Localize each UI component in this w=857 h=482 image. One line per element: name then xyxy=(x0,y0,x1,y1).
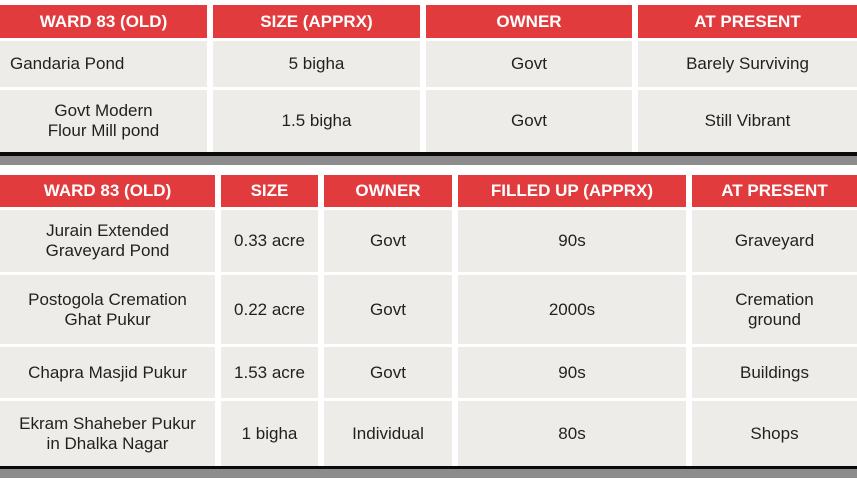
table-row: Govt Modern Flour Mill pond 1.5 bigha Go… xyxy=(0,90,857,152)
cell-pond-name: Gandaria Pond xyxy=(0,41,207,87)
cell-status: Shops xyxy=(692,401,857,466)
column-header-owner: OWNER xyxy=(324,175,452,207)
cell-status: Cremation ground xyxy=(692,275,857,344)
cell-filled-up: 2000s xyxy=(458,275,686,344)
table-row: Chapra Masjid Pukur 1.53 acre Govt 90s B… xyxy=(0,347,857,398)
table-row: Gandaria Pond 5 bigha Govt Barely Surviv… xyxy=(0,41,857,87)
cell-filled-up: 90s xyxy=(458,210,686,272)
cell-filled-up: 90s xyxy=(458,347,686,398)
divider-gray-bar xyxy=(0,469,857,478)
column-header-size: SIZE (APPRX) xyxy=(213,5,420,38)
column-header-size: SIZE xyxy=(221,175,318,207)
cell-status: Graveyard xyxy=(692,210,857,272)
column-header-ward: WARD 83 (OLD) xyxy=(0,5,207,38)
cell-pond-name: Govt Modern Flour Mill pond xyxy=(0,90,207,152)
table-row: Postogola Cremation Ghat Pukur 0.22 acre… xyxy=(0,275,857,344)
cell-status: Barely Surviving xyxy=(638,41,857,87)
cell-size: 1.53 acre xyxy=(221,347,318,398)
table-row: Ekram Shaheber Pukur in Dhalka Nagar 1 b… xyxy=(0,401,857,466)
cell-pond-name: Postogola Cremation Ghat Pukur xyxy=(0,275,215,344)
divider-gray-bar xyxy=(0,156,857,165)
cell-size: 0.33 acre xyxy=(221,210,318,272)
table-header-row: WARD 83 (OLD) SIZE (APPRX) OWNER AT PRES… xyxy=(0,5,857,38)
cell-owner: Govt xyxy=(426,41,632,87)
column-header-at-present: AT PRESENT xyxy=(692,175,857,207)
cell-owner: Govt xyxy=(426,90,632,152)
cell-owner: Govt xyxy=(324,275,452,344)
cell-size: 5 bigha xyxy=(213,41,420,87)
filled-ponds-section: WARD 83 (OLD) SIZE OWNER FILLED UP (APPR… xyxy=(0,175,857,466)
cell-pond-name: Jurain Extended Graveyard Pond xyxy=(0,210,215,272)
filled-ponds-table: WARD 83 (OLD) SIZE OWNER FILLED UP (APPR… xyxy=(0,175,857,466)
cell-size: 1 bigha xyxy=(221,401,318,466)
column-header-owner: OWNER xyxy=(426,5,632,38)
cell-pond-name: Ekram Shaheber Pukur in Dhalka Nagar xyxy=(0,401,215,466)
table-row: Jurain Extended Graveyard Pond 0.33 acre… xyxy=(0,210,857,272)
column-header-ward: WARD 83 (OLD) xyxy=(0,175,215,207)
surviving-ponds-section: WARD 83 (OLD) SIZE (APPRX) OWNER AT PRES… xyxy=(0,5,857,152)
divider-black-line xyxy=(0,152,857,156)
cell-filled-up: 80s xyxy=(458,401,686,466)
surviving-ponds-table: WARD 83 (OLD) SIZE (APPRX) OWNER AT PRES… xyxy=(0,5,857,152)
divider-black-line xyxy=(0,466,857,469)
cell-owner: Govt xyxy=(324,210,452,272)
cell-status: Buildings xyxy=(692,347,857,398)
table-header-row: WARD 83 (OLD) SIZE OWNER FILLED UP (APPR… xyxy=(0,175,857,207)
bottom-divider xyxy=(0,466,857,478)
column-header-at-present: AT PRESENT xyxy=(638,5,857,38)
cell-owner: Govt xyxy=(324,347,452,398)
cell-pond-name: Chapra Masjid Pukur xyxy=(0,347,215,398)
cell-owner: Individual xyxy=(324,401,452,466)
section-divider xyxy=(0,152,857,165)
cell-size: 0.22 acre xyxy=(221,275,318,344)
cell-status: Still Vibrant xyxy=(638,90,857,152)
column-header-filled-up: FILLED UP (APPRX) xyxy=(458,175,686,207)
cell-size: 1.5 bigha xyxy=(213,90,420,152)
